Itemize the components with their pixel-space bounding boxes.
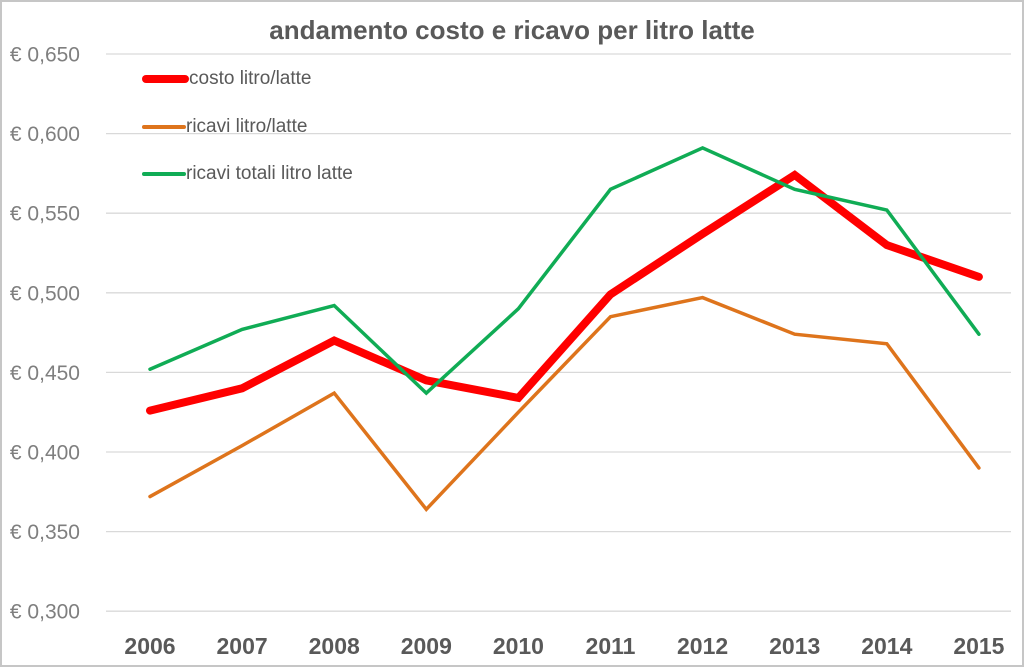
y-tick-label: € 0,300: [10, 601, 80, 624]
chart-title: andamento costo e ricavo per litro latte: [269, 15, 755, 45]
y-tick-label: € 0,650: [10, 44, 80, 67]
series-line-ricavi-litro-latte: [148, 295, 981, 512]
legend-label-costo: costo litro/latte: [189, 68, 312, 89]
legend-line-ricavi-icon: [142, 125, 186, 129]
x-tick-label: 2009: [401, 633, 452, 659]
legend-label-ricavi-totali: ricavi totali litro latte: [186, 163, 353, 184]
y-tick-label: € 0,500: [10, 282, 80, 305]
x-tick-label: 2011: [586, 633, 636, 659]
y-tick-label: € 0,400: [10, 442, 80, 465]
x-tick-label: 2014: [861, 633, 912, 659]
legend-line-costo-icon: [142, 75, 189, 83]
y-tick-label: € 0,550: [10, 203, 80, 226]
x-tick-label: 2012: [677, 633, 728, 659]
legend-item-costo[interactable]: costo litro/latte: [142, 69, 312, 89]
series-line-ricavi-totali-litro-latte: [148, 146, 981, 396]
series-line-costo-litro-latte: [146, 170, 983, 415]
legend-label-ricavi: ricavi litro/latte: [186, 116, 308, 137]
y-tick-label: € 0,600: [10, 123, 80, 146]
x-tick-label: 2008: [309, 633, 360, 659]
legend-item-ricavi-totali[interactable]: ricavi totali litro latte: [142, 164, 353, 184]
y-tick-label: € 0,350: [10, 521, 80, 544]
legend-line-ricavi-totali-icon: [142, 172, 186, 176]
x-tick-label: 2013: [769, 633, 820, 659]
x-tick-label: 2015: [953, 633, 1004, 659]
x-tick-label: 2010: [493, 633, 544, 659]
x-tick-label: 2006: [124, 633, 175, 659]
legend-item-ricavi[interactable]: ricavi litro/latte: [142, 117, 307, 137]
y-tick-label: € 0,450: [10, 362, 80, 385]
x-tick-label: 2007: [217, 633, 268, 659]
